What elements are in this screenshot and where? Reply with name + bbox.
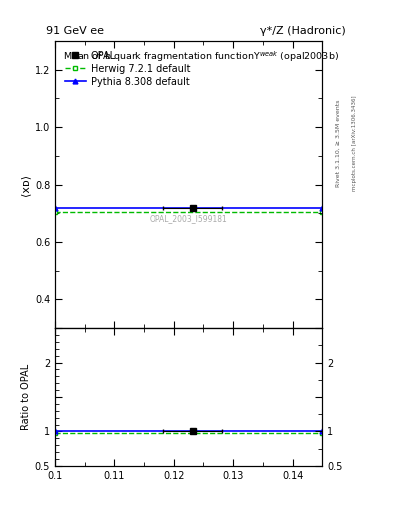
Y-axis label: ⟨xᴅ⟩: ⟨xᴅ⟩ bbox=[20, 174, 31, 196]
Text: Rivet 3.1.10, ≥ 3.5M events: Rivet 3.1.10, ≥ 3.5M events bbox=[336, 100, 341, 187]
Text: 91 GeV ee: 91 GeV ee bbox=[46, 26, 104, 36]
Text: mcplots.cern.ch [arXiv:1306.3436]: mcplots.cern.ch [arXiv:1306.3436] bbox=[352, 96, 357, 191]
Y-axis label: Ratio to OPAL: Ratio to OPAL bbox=[20, 364, 31, 430]
Text: γ*/Z (Hadronic): γ*/Z (Hadronic) bbox=[260, 26, 345, 36]
Text: OPAL_2003_I599181: OPAL_2003_I599181 bbox=[150, 215, 228, 223]
Text: Mean of b quark fragmentation function$\Upsilon^{weak}$ (opal2003b): Mean of b quark fragmentation function$\… bbox=[63, 50, 339, 64]
Legend: OPAL, Herwig 7.2.1 default, Pythia 8.308 default: OPAL, Herwig 7.2.1 default, Pythia 8.308… bbox=[60, 46, 195, 91]
